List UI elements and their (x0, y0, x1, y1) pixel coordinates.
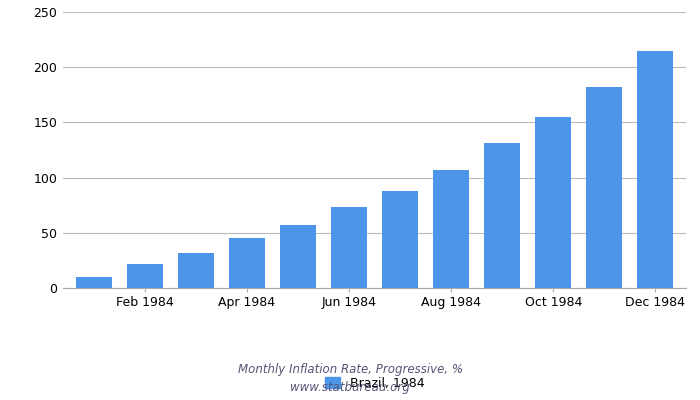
Text: www.statbureau.org: www.statbureau.org (290, 382, 410, 394)
Bar (587, 87, 622, 288)
Bar (229, 238, 265, 288)
Bar (127, 264, 162, 288)
Bar (484, 143, 520, 288)
Bar (76, 277, 111, 288)
Bar (536, 117, 571, 288)
Bar (433, 170, 469, 288)
Bar (638, 51, 673, 288)
Bar (331, 208, 367, 288)
Bar (382, 191, 418, 288)
Legend: Brazil, 1984: Brazil, 1984 (325, 377, 424, 390)
Text: Monthly Inflation Rate, Progressive, %: Monthly Inflation Rate, Progressive, % (237, 364, 463, 376)
Bar (280, 225, 316, 288)
Bar (178, 253, 214, 288)
